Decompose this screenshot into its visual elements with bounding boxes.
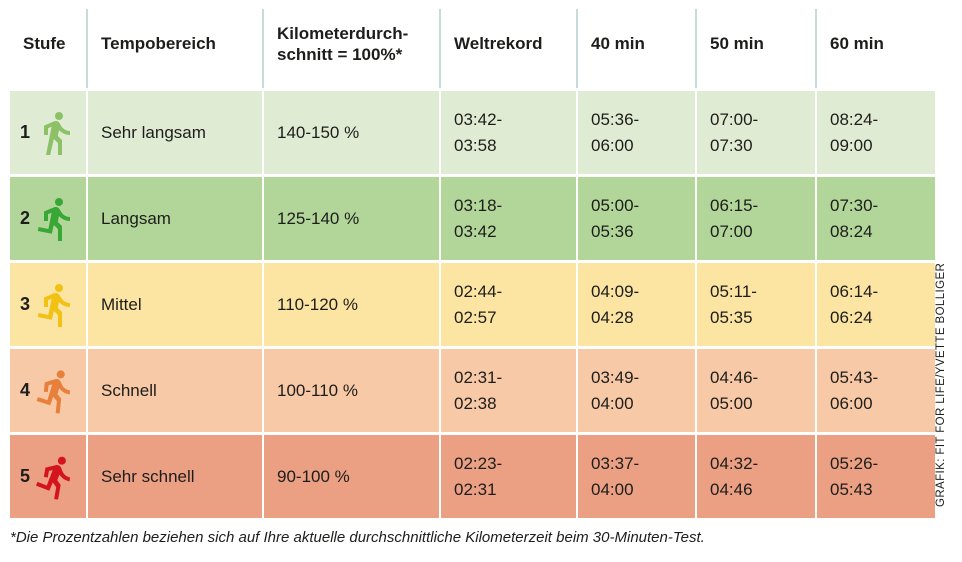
col-header-weltrekord: Weltrekord xyxy=(439,0,576,88)
stufe-cell: 2 xyxy=(10,177,86,260)
time-60min-cell: 06:14- 06:24 xyxy=(817,263,935,346)
time-60min-cell: 08:24- 09:00 xyxy=(817,91,935,174)
stufe-number: 4 xyxy=(20,380,31,400)
time-60min-cell: 05:43- 06:00 xyxy=(817,349,935,432)
stufe-number: 2 xyxy=(20,208,31,228)
time-50min-cell: 04:46- 05:00 xyxy=(697,349,815,432)
running-figure-icon xyxy=(29,354,84,427)
weltrekord-cell: 02:44- 02:57 xyxy=(441,263,576,346)
tempo-cell: Sehr schnell xyxy=(88,435,262,518)
col-header-40min: 40 min xyxy=(576,0,695,88)
percent-cell: 90-100 % xyxy=(264,435,439,518)
walking-figure-icon xyxy=(32,99,80,167)
pace-table: Stufe Tempobereich Kilometerdurch- schni… xyxy=(10,0,935,518)
time-60min-cell: 05:26- 05:43 xyxy=(817,435,935,518)
stufe-cell: 3 xyxy=(10,263,86,346)
tempo-cell: Sehr langsam xyxy=(88,91,262,174)
stufe-cell: 5 xyxy=(10,435,86,518)
time-40min-cell: 03:37- 04:00 xyxy=(578,435,695,518)
running-figure-icon xyxy=(32,185,80,253)
col-header-tempobereich: Tempobereich xyxy=(86,0,262,88)
weltrekord-cell: 03:42- 03:58 xyxy=(441,91,576,174)
percent-cell: 100-110 % xyxy=(264,349,439,432)
weltrekord-cell: 02:23- 02:31 xyxy=(441,435,576,518)
time-40min-cell: 03:49- 04:00 xyxy=(578,349,695,432)
weltrekord-cell: 03:18- 03:42 xyxy=(441,177,576,260)
time-50min-cell: 06:15- 07:00 xyxy=(697,177,815,260)
time-40min-cell: 04:09- 04:28 xyxy=(578,263,695,346)
time-50min-cell: 04:32- 04:46 xyxy=(697,435,815,518)
col-header-kilometerdurchschnitt: Kilometerdurch- schnitt = 100%* xyxy=(262,0,439,88)
time-60min-cell: 07:30- 08:24 xyxy=(817,177,935,260)
weltrekord-cell: 02:31- 02:38 xyxy=(441,349,576,432)
col-header-60min: 60 min xyxy=(815,0,935,88)
percent-cell: 125-140 % xyxy=(264,177,439,260)
col-header-50min: 50 min xyxy=(695,0,815,88)
percent-cell: 110-120 % xyxy=(264,263,439,346)
stufe-cell: 4 xyxy=(10,349,86,432)
stufe-number: 5 xyxy=(20,466,31,486)
time-50min-cell: 07:00- 07:30 xyxy=(697,91,815,174)
tempo-cell: Langsam xyxy=(88,177,262,260)
tempo-cell: Schnell xyxy=(88,349,262,432)
graphic-credit: GRAFIK: FIT FOR LIFE/YVETTE BOLLIGER xyxy=(935,262,947,507)
footnote: *Die Prozentzahlen beziehen sich auf Ihr… xyxy=(10,529,705,546)
percent-cell: 140-150 % xyxy=(264,91,439,174)
stufe-number: 3 xyxy=(20,294,31,314)
stufe-cell: 1 xyxy=(10,91,86,174)
time-40min-cell: 05:36- 06:00 xyxy=(578,91,695,174)
time-40min-cell: 05:00- 05:36 xyxy=(578,177,695,260)
tempo-cell: Mittel xyxy=(88,263,262,346)
running-figure-icon xyxy=(32,271,80,339)
stufe-number: 1 xyxy=(20,122,31,142)
time-50min-cell: 05:11- 05:35 xyxy=(697,263,815,346)
running-figure-icon xyxy=(26,439,85,514)
col-header-stufe: Stufe xyxy=(10,0,86,88)
